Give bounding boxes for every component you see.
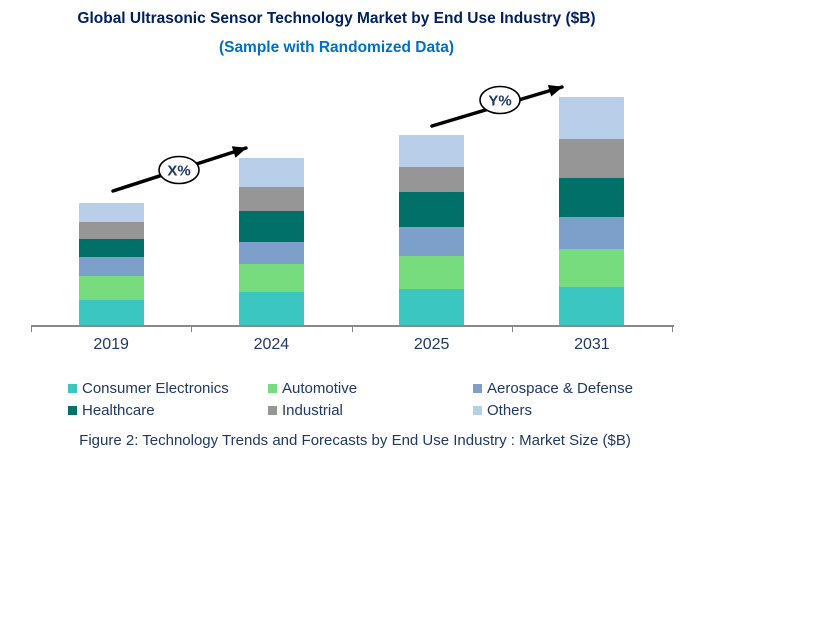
bar-segment-2025-automotive (399, 256, 465, 289)
x-axis-label-2025: 2025 (413, 336, 450, 353)
bar-segment-2025-aerospace-defense (399, 227, 465, 256)
bar-segment-2031-aerospace-defense (559, 217, 625, 249)
x-axis-tick (351, 325, 353, 332)
bar-segment-2025-industrial (399, 167, 465, 192)
bar-segment-2019-aerospace-defense (78, 257, 144, 276)
x-axis-label-2024: 2024 (253, 336, 290, 353)
figure-caption: Figure 2: Technology Trends and Forecast… (79, 432, 631, 449)
legend-swatch (268, 405, 277, 415)
bar-segment-2031-others (559, 97, 625, 139)
legend: Consumer Electronics Automotive Aerospace … (68, 377, 633, 421)
bar-2019 (78, 203, 144, 325)
bar-2024 (238, 158, 304, 325)
legend-swatch (68, 383, 77, 393)
legend-item-others: Others (473, 399, 633, 421)
bar-segment-2025-others (399, 135, 465, 167)
legend-item-automotive: Automotive (268, 377, 473, 399)
bar-segment-2024-healthcare (238, 211, 304, 242)
bar-segment-2019-consumer-electronics (78, 300, 144, 325)
chart-title: Global Ultrasonic Sensor Technology Mark… (77, 10, 596, 27)
legend-swatch (68, 405, 77, 415)
bar-segment-2019-others (78, 203, 144, 222)
x-axis-tick (672, 325, 673, 332)
bar-2031 (559, 97, 625, 325)
legend-label: Others (487, 401, 533, 419)
legend-swatch (473, 405, 482, 415)
legend-swatch (473, 383, 482, 393)
bar-segment-2024-industrial (238, 187, 304, 211)
legend-label: Aerospace & Defense (487, 379, 633, 397)
legend-label: Industrial (282, 401, 343, 419)
bar-2025 (399, 135, 465, 325)
bar-segment-2019-healthcare (78, 239, 144, 257)
bar-segment-2024-consumer-electronics (238, 292, 304, 325)
bar-segment-2019-automotive (78, 276, 144, 300)
legend-label: Consumer Electronics (82, 379, 229, 397)
bar-segment-2031-healthcare (559, 178, 625, 217)
legend-item-industrial: Industrial (268, 399, 473, 421)
bar-segment-2025-consumer-electronics (399, 289, 465, 325)
plot-area (31, 85, 673, 325)
bar-segment-2024-others (238, 158, 304, 187)
x-axis-tick (511, 325, 513, 332)
legend-item-healthcare: Healthcare (68, 399, 268, 421)
bar-segment-2031-automotive (559, 249, 625, 287)
bar-segment-2025-healthcare (399, 192, 465, 227)
legend-label: Healthcare (82, 401, 155, 419)
legend-item-consumer-electronics: Consumer Electronics (68, 377, 268, 399)
x-axis-label-2019: 2019 (93, 336, 129, 353)
legend-item-aerospace-defense: Aerospace & Defense (473, 377, 633, 399)
x-axis (31, 325, 674, 327)
x-axis-label-2031: 2031 (574, 336, 610, 353)
bar-segment-2031-consumer-electronics (559, 287, 625, 325)
bar-segment-2019-industrial (78, 222, 144, 239)
legend-label: Automotive (282, 379, 358, 397)
x-axis-tick (31, 325, 32, 332)
chart-subtitle: (Sample with Randomized Data) (218, 39, 455, 56)
x-axis-tick (191, 325, 193, 332)
bar-segment-2024-automotive (238, 264, 304, 292)
legend-swatch (268, 383, 277, 393)
bar-segment-2031-industrial (559, 139, 625, 178)
bar-segment-2024-aerospace-defense (238, 242, 304, 264)
